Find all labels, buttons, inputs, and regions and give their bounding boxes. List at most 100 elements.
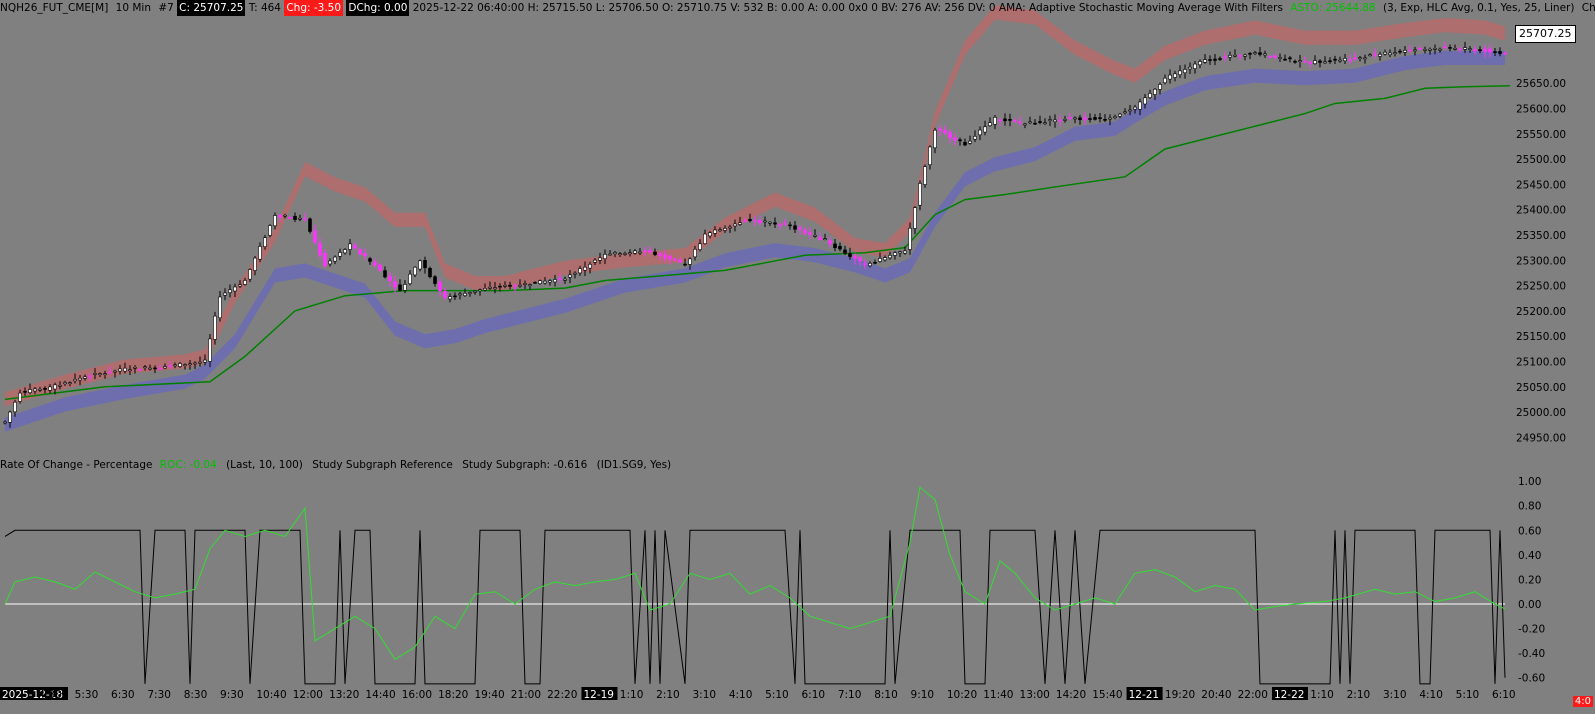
study-subgraph-line (4, 529, 1506, 685)
candle-body (73, 379, 77, 382)
symbol-label[interactable]: NQH26_FUT_CME[M] (0, 2, 109, 14)
candle-body (1353, 57, 1357, 60)
time-axis-label: 5:10 (1456, 689, 1480, 701)
candle-body (313, 230, 317, 243)
time-axis-highlight (0, 687, 68, 700)
candle-body (423, 260, 427, 269)
candle-body (728, 226, 732, 229)
candle-body (368, 258, 372, 262)
candle-body (1128, 109, 1132, 112)
time-axis-label: 9:30 (220, 689, 244, 701)
candle-body (893, 252, 897, 256)
time-axis-label: 14:20 (1056, 689, 1086, 701)
change-value: Chg: -3.50 (284, 0, 344, 16)
candle-body (953, 137, 957, 141)
candle-body (433, 276, 437, 284)
candle-body (1493, 51, 1497, 53)
candle-body (1083, 117, 1087, 120)
candle-body (323, 253, 327, 267)
candle-body (103, 373, 107, 376)
candle-body (583, 266, 587, 271)
chart-number: #7 (158, 2, 174, 14)
roc-study-name[interactable]: Rate Of Change - Percentage (0, 459, 153, 471)
candle-body (8, 411, 12, 423)
candle-body (23, 391, 27, 393)
candle-body (1463, 47, 1467, 50)
osc-axis-label: 0.20 (1518, 574, 1541, 586)
candle-body (263, 237, 267, 247)
candle-body (1358, 57, 1362, 59)
time-axis-label: 10:20 (947, 689, 977, 701)
candle-body (138, 369, 142, 371)
candle-body (943, 129, 947, 134)
candle-body (383, 270, 387, 278)
time-axis-label: 20:40 (1201, 689, 1231, 701)
candle-body (1323, 61, 1327, 64)
candle-body (1498, 51, 1502, 54)
candle-body (233, 286, 237, 292)
candle-body (43, 388, 47, 390)
candle-body (803, 229, 807, 234)
candle-body (13, 401, 17, 413)
time-axis-label: 4:10 (1419, 689, 1443, 701)
candle-body (643, 250, 647, 253)
candle-body (1213, 58, 1217, 61)
interval-label[interactable]: 10 Min (115, 2, 151, 14)
candle-body (193, 362, 197, 365)
candle-body (518, 284, 522, 287)
study-params: (3, Exp, HLC Avg, 0.1, Yes, 25, Liner) (1382, 2, 1575, 14)
time-axis-label: 11:40 (983, 689, 1013, 701)
time-red-tag: 4:0 (1572, 696, 1593, 707)
candle-body (458, 293, 462, 296)
candle-body (1303, 60, 1307, 63)
candle-body (493, 287, 497, 290)
price-axis-label: 25550.00 (1516, 129, 1566, 141)
candle-body (763, 220, 767, 223)
candle-body (523, 283, 527, 285)
candle-body (1023, 123, 1027, 126)
candle-body (513, 284, 517, 287)
candle-body (883, 257, 887, 261)
candle-body (1288, 57, 1292, 60)
time-axis-label: 22:00 (1238, 689, 1268, 701)
time-axis-label: 21:00 (511, 689, 541, 701)
candle-body (568, 274, 572, 278)
candle-body (1188, 66, 1192, 70)
time-axis-label: 4:10 (729, 689, 753, 701)
candle-body (273, 215, 277, 227)
candle-body (3, 421, 7, 424)
time-axis-label: 12:00 (293, 689, 323, 701)
candle-body (443, 290, 447, 298)
candle-body (833, 243, 837, 249)
candle-body (533, 282, 537, 284)
bar-details: 2025-12-22 06:40:00 H: 25715.50 L: 25706… (412, 2, 1283, 14)
time-axis-label: 7:30 (147, 689, 171, 701)
candle-body (1228, 55, 1232, 58)
candle-body (468, 292, 472, 294)
candle-body (213, 315, 217, 340)
time-axis-label: 8:30 (184, 689, 208, 701)
time-axis-highlight (581, 687, 618, 700)
candle-body (438, 281, 442, 292)
candle-body (1063, 119, 1067, 121)
candle-body (1403, 50, 1407, 53)
candle-body (1443, 46, 1447, 49)
candle-body (1433, 48, 1437, 50)
candle-body (173, 364, 177, 367)
time-axis-label: 3:10 (1383, 689, 1407, 701)
candle-body (1243, 54, 1247, 57)
candle-body (808, 232, 812, 235)
header-trail: Char (1581, 2, 1595, 14)
candle-body (993, 117, 997, 125)
candle-body (1248, 52, 1252, 55)
candle-body (1458, 48, 1462, 51)
candle-body (208, 338, 212, 362)
candle-body (663, 254, 667, 259)
candle-body (483, 288, 487, 291)
candle-body (63, 382, 67, 385)
candle-body (268, 225, 272, 236)
candle-body (1048, 119, 1052, 121)
candle-body (933, 129, 937, 149)
